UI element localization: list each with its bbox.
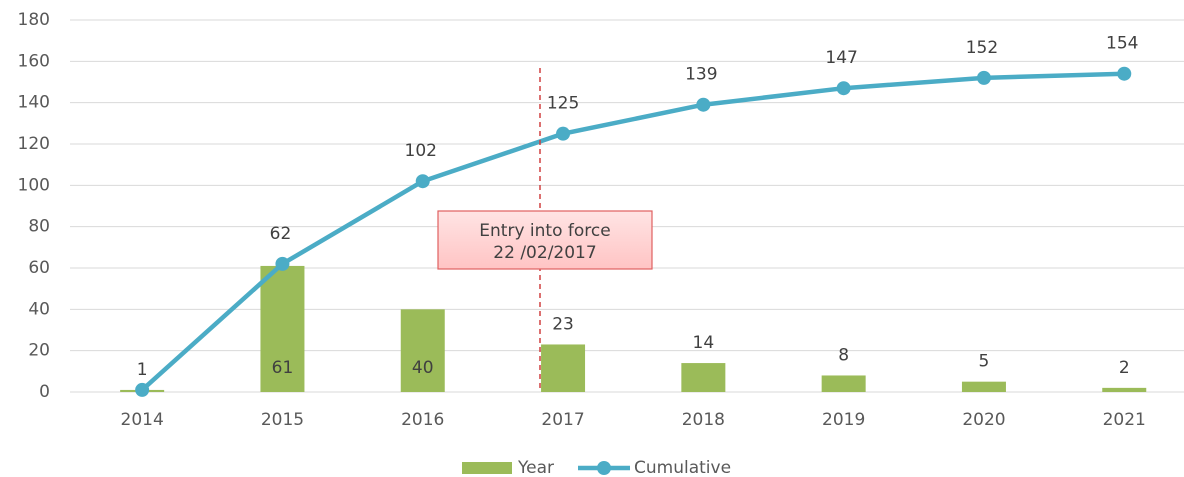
y-tick-label: 180 <box>18 10 50 30</box>
bar <box>961 381 1006 392</box>
y-tick-label: 140 <box>18 93 50 113</box>
x-tick-label: 2021 <box>1103 410 1146 430</box>
x-tick-label: 2020 <box>962 410 1005 430</box>
data-label: 154 <box>1106 34 1138 54</box>
line <box>140 71 1125 392</box>
x-tick-label: 2015 <box>261 410 304 430</box>
bar <box>400 309 445 392</box>
data-label: 152 <box>966 38 998 58</box>
y-tick-label: 100 <box>18 175 50 195</box>
data-label: 62 <box>270 224 292 244</box>
line-marker <box>415 174 430 189</box>
data-label: 5 <box>979 352 990 372</box>
data-label: 147 <box>825 48 857 68</box>
y-tick-label: 80 <box>28 217 50 237</box>
y-tick-label: 120 <box>18 134 50 154</box>
bar <box>541 344 586 392</box>
bar <box>681 363 726 392</box>
annotation: 22 /02/2017 <box>493 243 596 263</box>
data-label: 1 <box>137 360 148 380</box>
x-tick-label: 2016 <box>401 410 444 430</box>
legend-swatch <box>597 461 611 475</box>
line-marker <box>976 70 991 85</box>
bar <box>821 375 866 392</box>
annotation: Entry into force <box>479 221 610 241</box>
bar <box>260 265 305 392</box>
data-label: 102 <box>405 141 437 161</box>
y-tick-label: 40 <box>28 299 50 319</box>
y-tick-label: 20 <box>28 341 50 361</box>
data-label: 61 <box>272 358 294 378</box>
data-label: 14 <box>693 333 715 353</box>
data-label: 125 <box>547 94 579 114</box>
line-marker <box>135 382 150 397</box>
legend: Year Cumulative <box>462 458 731 477</box>
line-marker <box>696 97 711 112</box>
line-marker <box>1117 66 1132 81</box>
bar <box>1102 387 1147 392</box>
data-label: 8 <box>838 345 849 365</box>
data-label: 23 <box>552 314 574 334</box>
line-marker <box>836 81 851 96</box>
plot <box>120 66 1147 397</box>
x-tick-label: 2018 <box>682 410 725 430</box>
data-label: 40 <box>412 358 434 378</box>
data-label: 2 <box>1119 358 1130 378</box>
y-tick-label: 160 <box>18 51 50 71</box>
line-marker <box>556 126 571 141</box>
x-tick-label: 2019 <box>822 410 865 430</box>
y-tick-label: 60 <box>28 258 50 278</box>
x-tick-label: 2014 <box>121 410 164 430</box>
annotation-box <box>437 210 653 270</box>
legend-label: Cumulative <box>634 458 731 477</box>
line-marker <box>275 256 290 271</box>
data-label: 139 <box>685 65 717 85</box>
x-tick-label: 2017 <box>541 410 584 430</box>
legend-swatch <box>462 462 512 474</box>
legend-label: Year <box>517 458 554 477</box>
y-tick-label: 0 <box>39 382 50 402</box>
